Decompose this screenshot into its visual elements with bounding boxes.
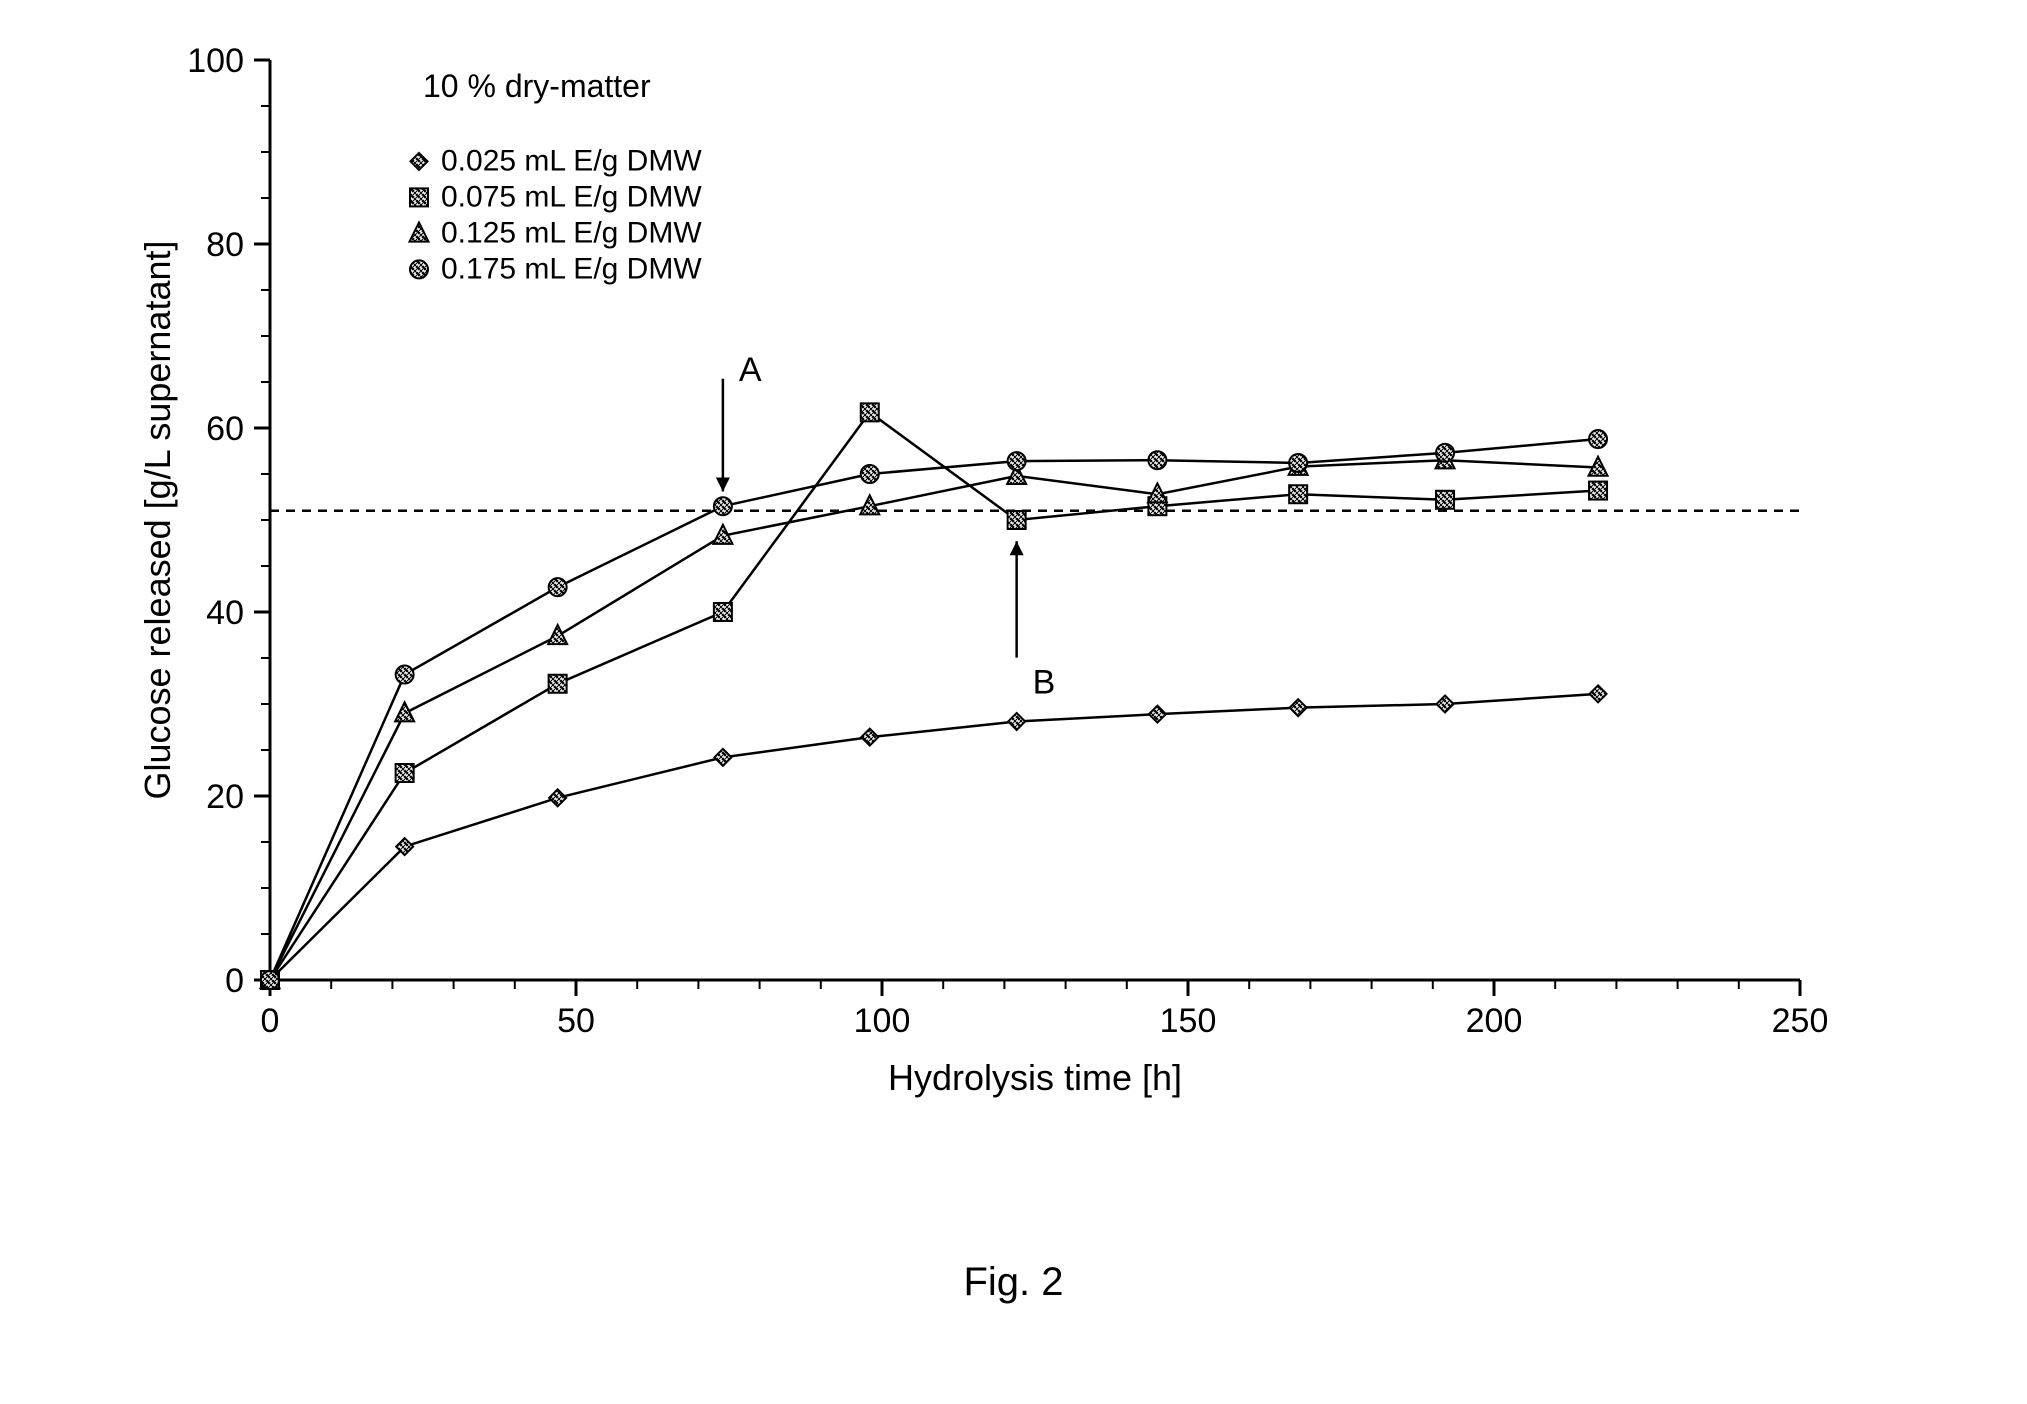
svg-text:0.125 mL E/g DMW: 0.125 mL E/g DMW <box>441 216 702 249</box>
svg-text:200: 200 <box>1466 1002 1523 1040</box>
svg-text:Hydrolysis time [h]: Hydrolysis time [h] <box>888 1057 1182 1098</box>
svg-text:50: 50 <box>557 1002 595 1040</box>
svg-text:0.175 mL E/g DMW: 0.175 mL E/g DMW <box>441 252 702 285</box>
svg-text:10 % dry-matter: 10 % dry-matter <box>423 68 651 104</box>
svg-text:100: 100 <box>854 1002 911 1040</box>
svg-text:80: 80 <box>206 226 244 264</box>
hydrolysis-chart: 0 50 100 150 200 250 0 20 40 60 80 100 Hydrolysis ti… <box>130 40 1890 1220</box>
svg-text:A: A <box>739 351 762 389</box>
svg-text:250: 250 <box>1772 1002 1829 1040</box>
figure-caption: Fig. 2 <box>0 1260 2027 1305</box>
svg-text:0: 0 <box>261 1002 280 1040</box>
svg-text:B: B <box>1033 664 1056 702</box>
svg-text:0.075 mL E/g DMW: 0.075 mL E/g DMW <box>441 180 702 213</box>
svg-text:150: 150 <box>1160 1002 1217 1040</box>
svg-text:Glucose released [g/L supernat: Glucose released [g/L supernatant] <box>137 240 178 799</box>
svg-text:0.025 mL E/g DMW: 0.025 mL E/g DMW <box>441 144 702 177</box>
svg-text:40: 40 <box>206 594 244 632</box>
svg-text:60: 60 <box>206 410 244 448</box>
svg-text:0: 0 <box>225 962 244 1000</box>
svg-text:100: 100 <box>187 42 244 80</box>
svg-text:20: 20 <box>206 778 244 816</box>
